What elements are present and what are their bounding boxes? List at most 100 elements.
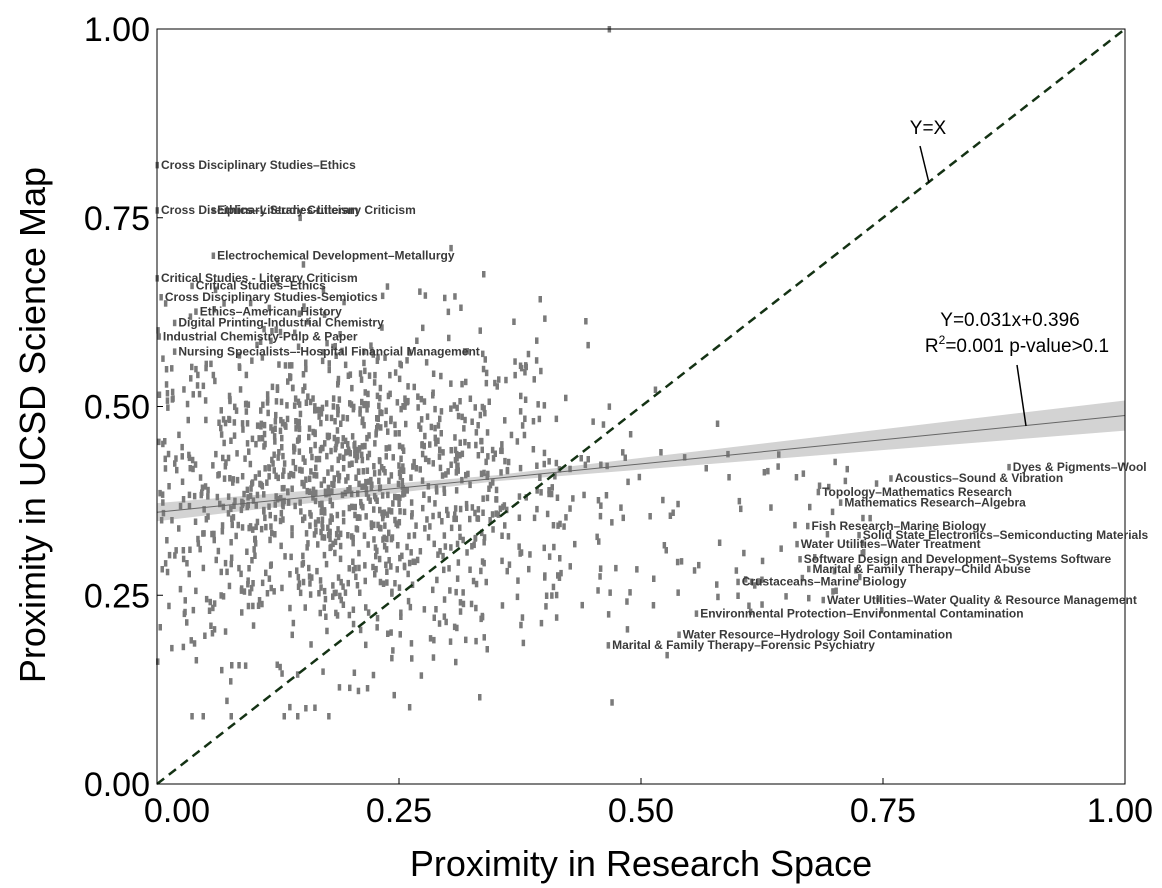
data-point (290, 631, 294, 639)
point-label: Critical Studies - Literary Criticism (161, 271, 358, 285)
reference-lines-layer (156, 28, 1126, 785)
data-point (334, 440, 339, 447)
data-point (297, 422, 301, 429)
data-point (251, 622, 256, 629)
x-tick-label: 0.75 (850, 792, 916, 830)
data-point (482, 534, 487, 541)
data-point (409, 640, 414, 647)
data-point (220, 528, 225, 535)
data-point (297, 310, 302, 317)
point-label: Cross Disciplinary Studies-Literary Crit… (161, 203, 416, 217)
data-point (362, 422, 366, 429)
data-point (371, 671, 376, 679)
data-point (187, 491, 192, 499)
data-point (411, 558, 415, 565)
data-point (385, 568, 389, 575)
data-point (286, 499, 291, 506)
data-point (322, 604, 326, 611)
data-point (319, 481, 324, 488)
data-point (318, 577, 323, 584)
data-point (505, 506, 509, 514)
data-point (462, 425, 466, 432)
data-point (607, 403, 612, 410)
data-point (653, 386, 658, 393)
data-point (493, 379, 497, 387)
data-point (193, 518, 198, 525)
data-point (359, 502, 364, 509)
data-point (426, 534, 431, 541)
data-point (310, 574, 314, 581)
data-point (490, 511, 495, 518)
data-point (531, 446, 536, 453)
data-point (328, 528, 332, 536)
data-point (265, 590, 270, 597)
data-point (362, 359, 366, 367)
data-point (279, 494, 283, 502)
data-point (329, 447, 333, 455)
data-point (364, 513, 368, 520)
data-point (467, 442, 471, 449)
data-point (512, 318, 516, 325)
data-point (380, 292, 385, 300)
data-point (287, 472, 291, 480)
data-point (230, 515, 234, 522)
data-point (301, 371, 306, 378)
data-point (480, 403, 485, 411)
data-point (354, 456, 359, 464)
data-point (341, 517, 346, 525)
data-point (225, 697, 229, 705)
data-point (503, 457, 507, 465)
fit-equation-label: Y=0.031x+0.396 (940, 310, 1079, 331)
data-point (346, 473, 350, 481)
data-point (234, 532, 238, 540)
data-point (350, 384, 354, 392)
data-point (273, 501, 277, 508)
data-point (190, 282, 194, 290)
data-point (313, 497, 318, 505)
data-point (194, 587, 198, 595)
data-point (619, 504, 623, 511)
data-point (476, 515, 481, 522)
data-point (157, 391, 162, 398)
data-point (291, 471, 296, 479)
data-point (222, 300, 226, 307)
data-point (254, 502, 258, 509)
data-point (562, 523, 566, 530)
data-point (479, 567, 483, 575)
data-point (212, 536, 216, 544)
data-point (180, 453, 184, 460)
data-point (163, 438, 167, 445)
data-point (395, 542, 400, 549)
data-point (248, 299, 253, 307)
data-point (385, 535, 389, 543)
data-point (382, 509, 387, 516)
data-point (213, 377, 217, 385)
data-point (404, 420, 408, 428)
data-point (287, 362, 292, 369)
data-point (336, 526, 340, 533)
data-point (412, 383, 416, 391)
data-point (480, 558, 485, 565)
data-point (319, 508, 323, 516)
data-point (167, 602, 171, 610)
data-point (273, 418, 278, 425)
data-point (431, 392, 435, 399)
data-point (794, 474, 799, 481)
data-point (456, 467, 460, 474)
data-point (159, 517, 164, 524)
data-point (270, 328, 274, 335)
data-point (347, 565, 351, 572)
data-point (416, 393, 420, 400)
data-point (309, 447, 313, 454)
data-point (229, 437, 233, 444)
data-point (273, 514, 278, 522)
data-point (625, 626, 630, 633)
data-point (500, 441, 504, 448)
data-point (420, 477, 425, 484)
data-point (321, 349, 325, 356)
data-point (213, 286, 218, 294)
data-point (166, 404, 170, 411)
data-point (183, 608, 187, 616)
data-point (523, 415, 527, 422)
data-point (571, 495, 575, 502)
